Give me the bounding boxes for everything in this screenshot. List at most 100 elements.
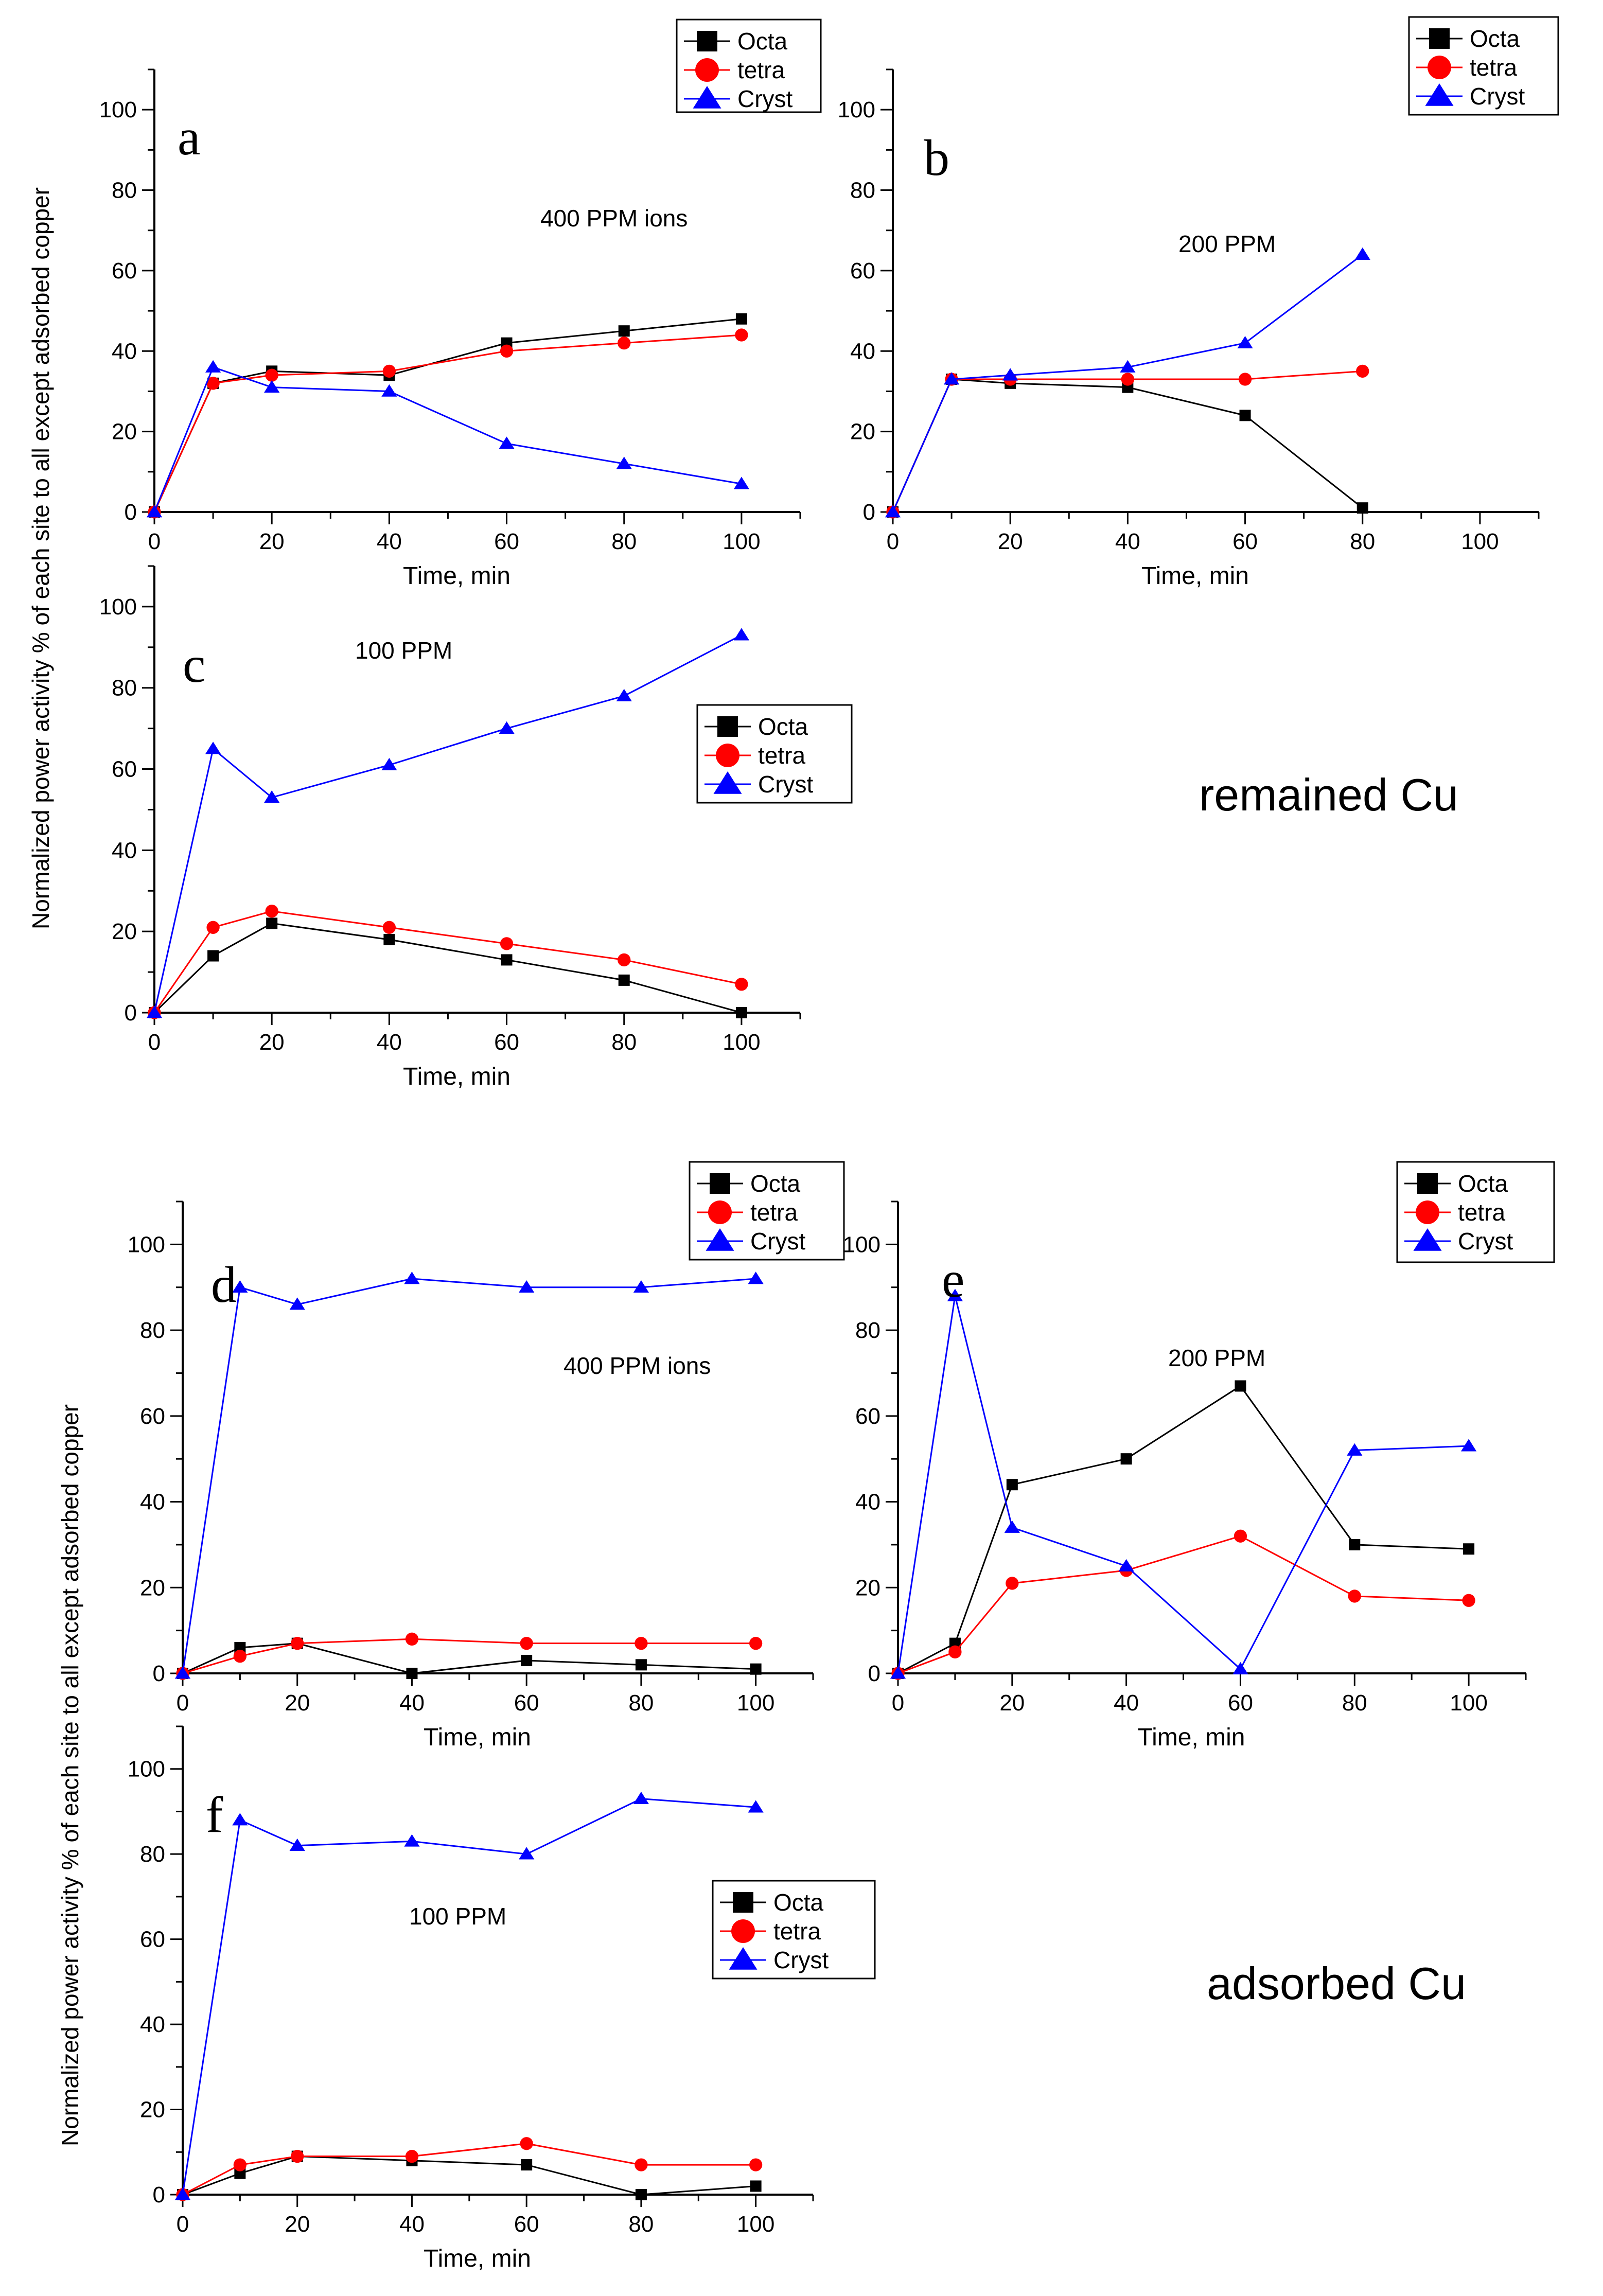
series-line-tetra: [153, 334, 742, 513]
x-tick-label: 100: [1450, 1690, 1487, 1716]
y-tick-label: 60: [112, 757, 137, 782]
legend-label-octa: Octa: [1470, 25, 1520, 52]
legend-label-cryst: Cryst: [1470, 83, 1525, 110]
y-tick-label: 40: [850, 339, 875, 364]
x-axis-title: Time, min: [1138, 1724, 1245, 1751]
chart-panel-a: 0 20 40 60 80 100 0 20 40 60 80 100 Time, min Octatet…: [99, 19, 822, 590]
legend-marker-tetra: [1416, 1200, 1439, 1224]
data-point-octa: [618, 325, 630, 337]
data-point-octa: [618, 974, 630, 986]
data-point-cryst: [633, 1280, 649, 1293]
x-tick-label: 60: [494, 529, 519, 554]
x-tick-label: 80: [611, 1030, 637, 1055]
legend-marker-octa: [733, 1892, 753, 1913]
legend-marker-cryst: [713, 771, 742, 794]
x-tick-label: 0: [892, 1690, 904, 1716]
legend-marker-tetra: [731, 1919, 755, 1943]
series-line-octa: [153, 922, 742, 1014]
y-tick-label: 80: [140, 1842, 165, 1867]
legend-label-cryst: Cryst: [1458, 1228, 1513, 1255]
legend-label-tetra: tetra: [1458, 1199, 1505, 1226]
series-line-octa: [153, 318, 742, 513]
y-tick-label: 100: [128, 1232, 165, 1257]
y-tick-label: 60: [140, 1404, 165, 1429]
data-point-cryst: [947, 1288, 963, 1301]
data-point-cryst: [174, 2187, 191, 2200]
data-point-cryst: [733, 476, 750, 489]
data-point-tetra: [618, 336, 631, 350]
data-point-octa: [406, 1668, 418, 1679]
x-axis-title: Time, min: [403, 562, 510, 590]
y-tick-label: 20: [140, 2097, 165, 2123]
chart-panel-b: 0 20 40 60 80 100 0 20 40 60 80 100 Time, min Octatet…: [838, 16, 1559, 590]
x-tick-label: 20: [285, 1690, 310, 1716]
chart-panel-c: 0 20 40 60 80 100 0 20 40 60 80 100 Time, min Octatet…: [99, 565, 853, 1090]
group-label-adsorbed-cu: adsorbed Cu: [1207, 1958, 1466, 2009]
x-tick-label: 80: [1350, 529, 1375, 554]
legend-label-tetra: tetra: [737, 57, 785, 83]
series-line-octa: [182, 2156, 756, 2196]
series-line-octa: [897, 1385, 1469, 1674]
x-tick-label: 0: [148, 1030, 161, 1055]
data-point-cryst: [499, 436, 515, 449]
legend-label-cryst: Cryst: [758, 771, 814, 798]
x-tick-label: 0: [177, 2212, 189, 2237]
y-tick-label: 20: [850, 419, 875, 445]
data-point-octa: [521, 2159, 533, 2171]
data-point-cryst: [519, 1280, 535, 1293]
y-tick-label: 40: [855, 1490, 880, 1515]
legend-marker-octa: [1417, 1173, 1438, 1194]
data-point-tetra: [1348, 1589, 1361, 1603]
x-tick-label: 40: [399, 2212, 425, 2237]
data-point-tetra: [1121, 373, 1135, 386]
chart-panel-f: 0 20 40 60 80 100 0 20 40 60 80 100 Time, min Octatet…: [128, 1725, 876, 2272]
data-point-tetra: [500, 344, 514, 358]
legend-label-tetra: tetra: [773, 1918, 821, 1945]
panel-letter: a: [178, 109, 200, 166]
data-point-octa: [383, 933, 395, 945]
y-tick-label: 100: [843, 1232, 880, 1257]
data-point-tetra: [1462, 1594, 1475, 1607]
data-point-octa: [735, 1007, 747, 1018]
data-point-cryst: [633, 1791, 649, 1804]
y-tick-label: 20: [140, 1575, 165, 1600]
series-line-cryst: [153, 366, 742, 513]
x-axis-title: Time, min: [424, 1724, 531, 1751]
series-line-tetra: [182, 1638, 756, 1674]
legend-marker-octa: [1429, 28, 1450, 49]
series-line-octa: [182, 1642, 756, 1674]
data-point-octa: [1463, 1543, 1475, 1555]
data-point-tetra: [206, 377, 220, 390]
data-point-cryst: [146, 505, 163, 518]
data-point-octa: [735, 313, 747, 325]
series-line-cryst: [182, 1278, 756, 1674]
data-point-cryst: [289, 1297, 305, 1310]
x-tick-label: 40: [377, 529, 402, 554]
y-tick-label: 0: [153, 1661, 165, 1686]
panel-letter: f: [206, 1786, 223, 1843]
y-tick-label: 60: [140, 1927, 165, 1952]
y-tick-label: 0: [868, 1661, 880, 1686]
y-tick-label: 0: [125, 1000, 137, 1026]
x-axis-title: Time, min: [403, 1063, 510, 1090]
data-point-tetra: [291, 2149, 304, 2163]
data-point-tetra: [500, 937, 514, 950]
x-tick-label: 0: [887, 529, 899, 554]
x-tick-label: 40: [399, 1690, 425, 1716]
y-tick-label: 60: [112, 258, 137, 284]
legend-marker-tetra: [716, 744, 739, 767]
y-tick-label: 0: [153, 2182, 165, 2207]
data-point-cryst: [943, 372, 960, 385]
data-point-octa: [1239, 410, 1251, 421]
legend-label-tetra: tetra: [758, 742, 805, 769]
legend-marker-tetra: [1428, 56, 1451, 79]
panel-annotation: 100 PPM: [409, 1903, 506, 1930]
data-point-tetra: [382, 364, 396, 378]
data-point-cryst: [232, 1813, 248, 1826]
data-point-octa: [266, 917, 278, 929]
